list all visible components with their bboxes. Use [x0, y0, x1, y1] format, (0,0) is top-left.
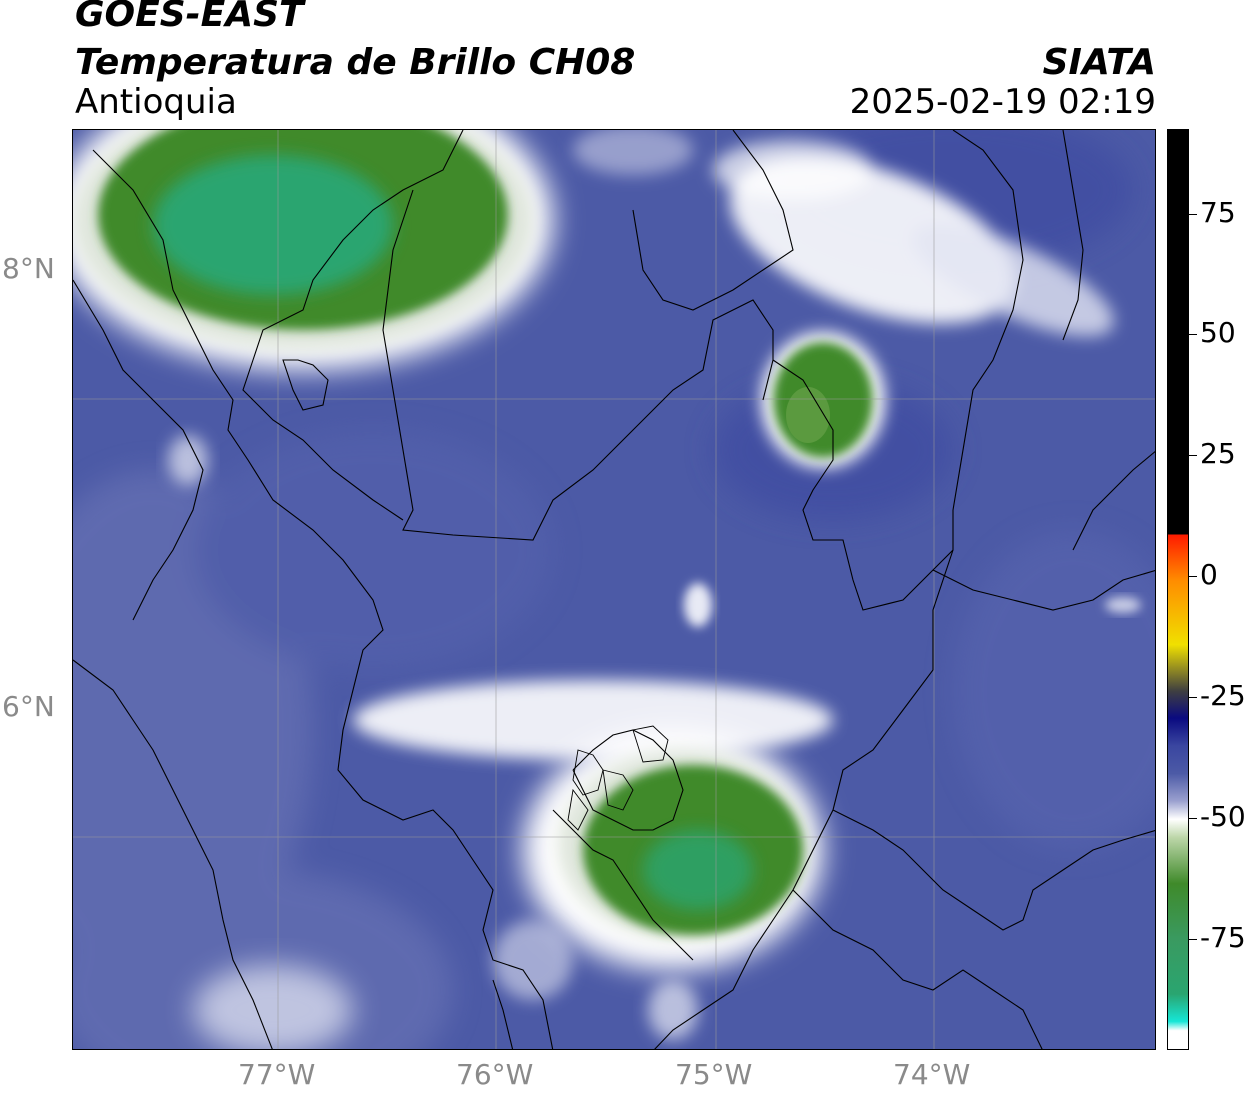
colorbar-label-minus25: -25 [1200, 679, 1246, 712]
colorbar-tick [1189, 818, 1197, 819]
administrative-boundaries [73, 130, 1155, 1049]
colorbar-label-0: 0 [1200, 558, 1218, 591]
title-satellite: GOES-EAST [75, 0, 304, 35]
title-region: Antioquia [75, 82, 237, 122]
colorbar-tick [1189, 576, 1197, 577]
lon-label-74w: 74°W [893, 1058, 971, 1091]
colorbar-tick [1189, 455, 1197, 456]
colorbar-tick [1189, 214, 1197, 215]
colorbar-label-minus50: -50 [1200, 800, 1246, 833]
colorbar [1167, 129, 1189, 1050]
cloud-northwest [73, 130, 553, 370]
title-datetime: 2025-02-19 02:19 [849, 82, 1156, 122]
colorbar-label-minus75: -75 [1200, 921, 1246, 954]
colorbar-label-75: 75 [1200, 196, 1236, 229]
title-organization: SIATA [1042, 42, 1156, 83]
title-product: Temperatura de Brillo CH08 [75, 42, 636, 83]
graticule [73, 130, 1155, 1049]
colorbar-tick [1189, 334, 1197, 335]
colorbar-label-50: 50 [1200, 316, 1236, 349]
lon-label-77w: 77°W [238, 1058, 316, 1091]
colorbar-tick [1189, 697, 1197, 698]
cloud-northeast-cirrus [573, 130, 1114, 337]
brightness-temperature-map [73, 130, 1155, 1049]
lon-label-76w: 76°W [456, 1058, 534, 1091]
colorbar-label-25: 25 [1200, 437, 1236, 470]
cloud-south-complex [353, 680, 833, 1040]
map-panel [72, 129, 1156, 1050]
colorbar-tick [1189, 939, 1197, 940]
lat-label-8n: 8°N [2, 252, 55, 285]
lat-label-6n: 6°N [2, 690, 55, 723]
lon-label-75w: 75°W [675, 1058, 753, 1091]
cloud-small-center [684, 583, 712, 627]
cloud-northeast-cell [761, 332, 885, 468]
